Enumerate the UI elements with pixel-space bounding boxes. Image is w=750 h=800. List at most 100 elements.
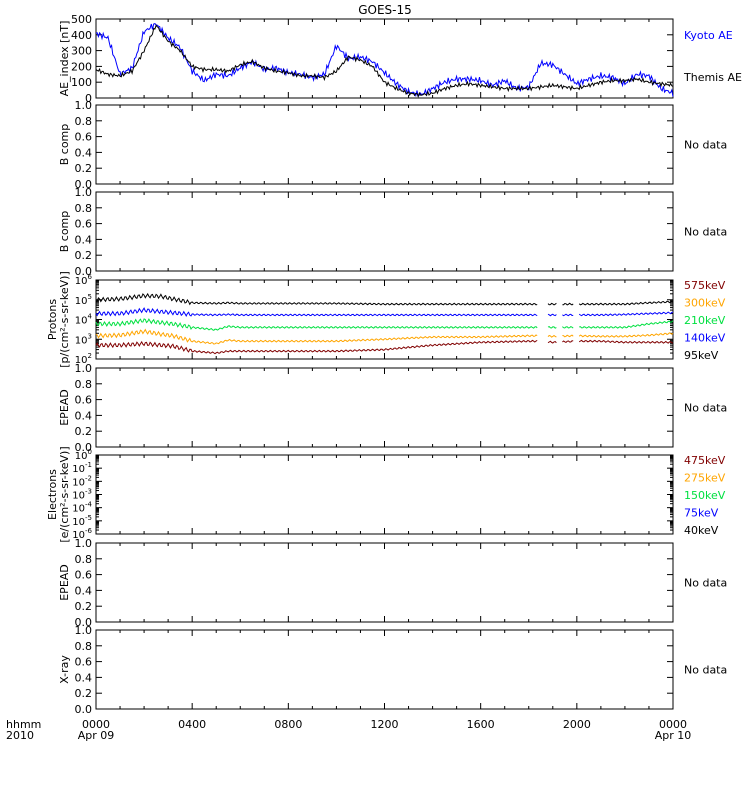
- legend-entry: 95keV: [684, 349, 719, 362]
- y-tick-label-exponent: -3: [85, 488, 92, 496]
- y-tick-label: 1.0: [75, 362, 93, 375]
- panel-frame: [95, 542, 674, 623]
- time-tick-label: 0000: [82, 718, 110, 731]
- y-tick-label: 300: [71, 45, 92, 58]
- y-axis-label: EPEAD: [58, 564, 71, 601]
- y-tick-label: 0.8: [75, 115, 93, 128]
- time-tick-label: 2000: [563, 718, 591, 731]
- y-axis-label-line: [e/(cm²-s-sr-keV)]: [58, 446, 71, 542]
- legend-entry: 475keV: [684, 454, 726, 467]
- y-tick-label: 0.4: [75, 671, 93, 684]
- y-tick-label: 106: [75, 273, 93, 287]
- y-tick-label: 104: [75, 313, 93, 327]
- panel-frame: [95, 367, 674, 448]
- no-data-label: No data: [684, 402, 727, 415]
- y-tick-label-exponent: 4: [88, 313, 93, 321]
- y-tick-label-base: 10: [75, 276, 88, 287]
- y-axis-label: B comp: [58, 124, 71, 166]
- y-tick-label: 0.0: [75, 616, 93, 629]
- y-tick-label: 1.0: [75, 537, 93, 550]
- y-tick-label-exponent: 5: [88, 293, 92, 301]
- y-tick-label-exponent: -5: [85, 514, 92, 522]
- panel-frame: [95, 629, 674, 710]
- y-tick-label: 0.6: [75, 131, 93, 144]
- y-tick-label-base: 10: [75, 451, 88, 462]
- y-tick-label-base: 10: [72, 504, 85, 515]
- no-data-label: No data: [684, 577, 727, 590]
- time-tick-label: 0800: [274, 718, 302, 731]
- y-tick-label: 1.0: [75, 99, 93, 112]
- y-tick-label: 0.0: [75, 441, 93, 454]
- y-tick-label: 0.8: [75, 202, 93, 215]
- panel-3: B comp 1.0 0.8 0.6 0.4 0.2 0.0 No data: [58, 186, 727, 278]
- legend-entry: 75keV: [684, 507, 719, 520]
- y-axis-label-line: B comp: [58, 124, 71, 166]
- y-tick-label: 0.0: [75, 265, 93, 278]
- y-tick-label: 0.2: [75, 249, 93, 262]
- y-tick-label-exponent: -6: [85, 527, 93, 535]
- y-tick-label: 0.8: [75, 553, 93, 566]
- y-tick-label-exponent: 2: [88, 352, 92, 360]
- time-tick-label: 1200: [371, 718, 399, 731]
- y-axis-label: EPEAD: [58, 389, 71, 426]
- series-line: [95, 307, 674, 317]
- y-tick-label: 200: [71, 60, 92, 73]
- panel-1: AE_index [nT]500 400 300 200 100 0 Kyoto AE The…: [58, 13, 742, 105]
- time-corner-bottom: 2010: [6, 729, 34, 742]
- panel-5: EPEAD 1.0 0.8 0.6 0.4 0.2 0.0 No data: [58, 362, 727, 454]
- y-tick-label: 0.0: [75, 178, 93, 191]
- y-axis-label-line: Protons: [46, 299, 59, 340]
- y-tick-label: 103: [75, 332, 92, 346]
- legend-entry: 275keV: [684, 472, 726, 485]
- panel-2: B comp 1.0 0.8 0.6 0.4 0.2 0.0 No data: [58, 99, 727, 191]
- y-tick-label: 0.0: [75, 703, 93, 716]
- y-axis-label: AE_index [nT]: [58, 21, 71, 97]
- y-tick-label: 0.4: [75, 584, 93, 597]
- y-tick-label: 500: [71, 13, 92, 26]
- y-axis-label: Electrons[e/(cm²-s-sr-keV)]: [46, 446, 71, 542]
- panel-4: Protons[p/(cm²-s-sr-keV)] 106105104103102…: [46, 271, 726, 368]
- date-label-start: Apr 09: [78, 729, 115, 742]
- y-tick-label: 0: [85, 92, 92, 105]
- y-tick-label: 0.4: [75, 146, 93, 159]
- y-tick-label: 10-4: [72, 501, 92, 515]
- y-tick-label-base: 10: [75, 296, 88, 307]
- y-tick-label: 0.2: [75, 600, 93, 613]
- y-tick-label: 102: [75, 352, 92, 366]
- panel-7: EPEAD 1.0 0.8 0.6 0.4 0.2 0.0 No data: [58, 537, 727, 629]
- no-data-label: No data: [684, 226, 727, 239]
- panel-8: X-ray 1.0 0.8 0.6 0.4 0.2 0.0 No data: [58, 624, 727, 716]
- panel-frame: [95, 104, 674, 185]
- y-axis-label-line: EPEAD: [58, 389, 71, 426]
- y-axis-label-line: B comp: [58, 211, 71, 253]
- y-tick-label-exponent: 6: [88, 273, 93, 281]
- y-tick-label: 0.4: [75, 233, 93, 246]
- series-line: [95, 328, 674, 345]
- time-tick-label: 0000: [659, 718, 687, 731]
- y-tick-label: 0.6: [75, 569, 93, 582]
- y-tick-label-exponent: 3: [88, 332, 92, 340]
- y-tick-label-base: 10: [75, 335, 88, 346]
- y-tick-label-base: 10: [72, 517, 85, 528]
- y-tick-label-base: 10: [72, 477, 85, 488]
- y-tick-label: 0.6: [75, 218, 93, 231]
- y-tick-label: 10-5: [72, 514, 92, 528]
- y-tick-label: 10-6: [72, 527, 92, 541]
- time-tick-label: 0400: [178, 718, 206, 731]
- y-tick-label-exponent: 0: [88, 448, 92, 456]
- y-tick-label: 0.2: [75, 687, 93, 700]
- y-tick-label: 10-3: [72, 488, 92, 502]
- y-tick-label: 0.2: [75, 425, 93, 438]
- legend-entry: 300keV: [684, 297, 726, 310]
- y-tick-label: 1.0: [75, 624, 93, 637]
- y-tick-label: 100: [75, 448, 92, 462]
- y-tick-label-exponent: -1: [85, 461, 92, 469]
- y-tick-label-base: 10: [72, 491, 85, 502]
- y-axis-label-line: EPEAD: [58, 564, 71, 601]
- time-corner-top: hhmm: [6, 718, 41, 731]
- time-axis: hhmm 2010 0000 0400 0800 1200 1600 2000 0000Ap…: [6, 718, 691, 742]
- panel-frame: [95, 454, 674, 535]
- time-tick-label: 1600: [467, 718, 495, 731]
- y-tick-label: 0.6: [75, 394, 93, 407]
